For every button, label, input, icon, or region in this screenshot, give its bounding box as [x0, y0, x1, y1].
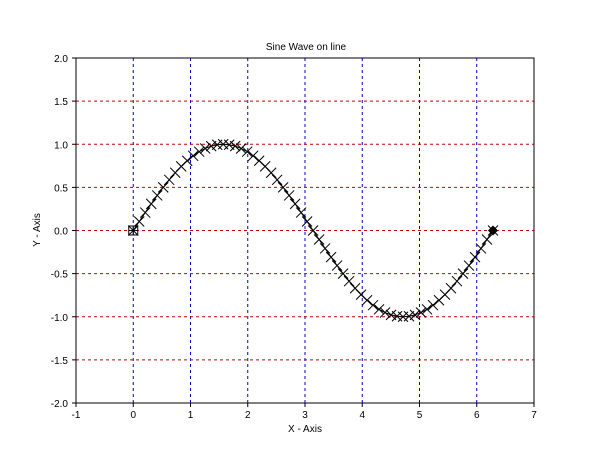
x-marker: [265, 167, 277, 179]
x-marker: [139, 207, 151, 218]
x-marker: [289, 198, 301, 210]
x-marker: [319, 243, 331, 254]
x-tick-label: -1: [72, 410, 81, 421]
x-marker: [469, 251, 481, 263]
x-marker: [133, 216, 145, 227]
x-marker: [475, 243, 487, 254]
x-marker: [193, 146, 205, 158]
x-marker: [421, 303, 433, 315]
y-tick-label: 0.5: [54, 183, 68, 194]
x-marker: [145, 198, 157, 210]
x-marker: [457, 268, 469, 279]
y-tick-label: 1.0: [54, 140, 68, 151]
y-tick-label: 2.0: [54, 54, 68, 65]
x-marker: [445, 282, 457, 294]
x-marker: [481, 234, 493, 245]
grid: [76, 58, 534, 403]
x-marker: [451, 275, 463, 287]
y-axis-title: Y - Axis: [32, 213, 43, 247]
x-marker: [379, 307, 391, 318]
y-tick-label: 1.5: [54, 97, 68, 108]
x-marker: [199, 143, 211, 154]
x-marker: [223, 139, 235, 151]
x-marker: [157, 182, 169, 193]
chart-title: Sine Wave on line: [266, 42, 347, 53]
x-marker: [229, 140, 241, 152]
y-tick-label: -0.5: [51, 270, 69, 281]
x-marker: [247, 150, 259, 162]
x-marker: [337, 268, 349, 279]
x-marker: [409, 309, 421, 321]
y-tick-labels: 2.0 1.5 1.0 0.5 0.0 -0.5 -1.0 -1.5 -2.0: [51, 54, 69, 410]
x-marker: [331, 260, 343, 271]
x-tick-label: 2: [245, 410, 251, 421]
x-marker: [301, 216, 313, 227]
start-marker: [128, 225, 139, 236]
x-tick-label: 4: [359, 410, 365, 421]
axis-ticks: [72, 57, 535, 407]
y-tick-label: 0.0: [54, 227, 68, 238]
x-marker: [241, 146, 253, 158]
x-marker: [151, 190, 163, 201]
y-tick-label: -1.0: [51, 313, 69, 324]
x-tick-labels: -1 0 1 2 3 4 5 6 7: [72, 410, 538, 421]
x-marker: [295, 207, 307, 218]
x-marker: [163, 174, 175, 186]
x-marker: [373, 303, 385, 315]
x-tick-label: 7: [531, 410, 537, 421]
x-marker: [271, 174, 283, 186]
end-marker: [487, 225, 498, 236]
x-marker: [283, 190, 295, 201]
series-sine: [127, 138, 499, 323]
x-marker: [181, 155, 193, 167]
x-marker: [427, 299, 439, 311]
x-marker: [235, 143, 247, 154]
x-marker: [205, 140, 217, 152]
x-marker: [307, 225, 319, 236]
x-marker: [343, 275, 355, 287]
x-tick-label: 0: [130, 410, 136, 421]
x-tick-label: 1: [188, 410, 194, 421]
x-marker: [277, 182, 289, 193]
y-tick-label: -2.0: [51, 399, 69, 410]
x-marker: [325, 251, 337, 263]
x-marker: [403, 310, 415, 322]
x-axis-title: X - Axis: [288, 424, 322, 435]
x-tick-label: 3: [302, 410, 308, 421]
x-marker: [415, 307, 427, 318]
y-tick-label: -1.5: [51, 356, 69, 367]
x-tick-label: 6: [474, 410, 480, 421]
x-marker: [367, 299, 379, 311]
x-marker: [313, 234, 325, 245]
x-marker: [361, 294, 373, 306]
x-marker: [463, 260, 475, 271]
x-tick-label: 5: [417, 410, 423, 421]
x-marker: [385, 309, 397, 321]
x-marker: [187, 150, 199, 162]
